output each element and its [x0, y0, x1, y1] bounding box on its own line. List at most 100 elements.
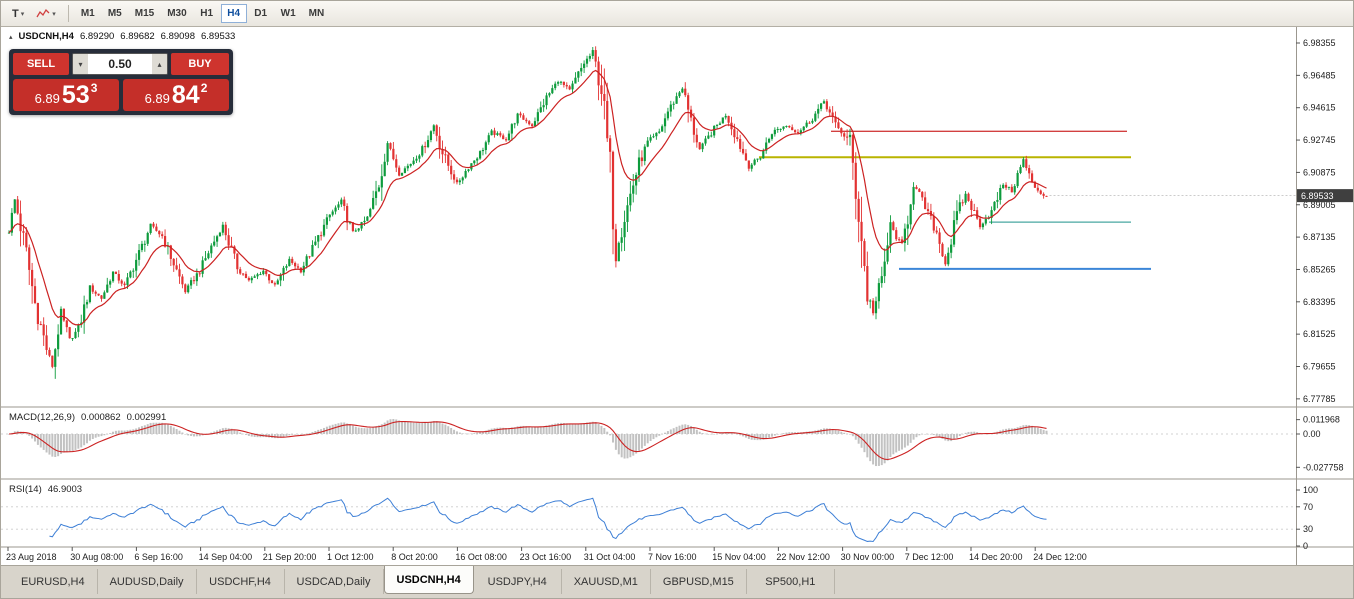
chart-tab-EURUSD-H4[interactable]: EURUSD,H4: [9, 569, 98, 594]
templates-button[interactable]: T ▾: [6, 4, 30, 24]
line-style-button[interactable]: ▾: [30, 4, 62, 24]
buy-price-point: 2: [200, 81, 208, 95]
svg-text:6.90875: 6.90875: [1303, 167, 1336, 177]
timeframe-MN[interactable]: MN: [303, 4, 331, 23]
price-chart-canvas[interactable]: 6.983556.964856.946156.927456.908756.890…: [1, 27, 1354, 567]
chevron-down-icon: ▾: [20, 10, 25, 18]
svg-text:6.89533: 6.89533: [1301, 191, 1334, 201]
sell-price-display[interactable]: 6.89 53 3: [13, 79, 119, 111]
svg-text:14 Dec 20:00: 14 Dec 20:00: [969, 552, 1023, 562]
rsi-indicator: 100 70 30 0: [1, 485, 1318, 551]
chart-tab-USDCNH-H4[interactable]: USDCNH,H4: [383, 566, 474, 594]
templates-icon: T: [12, 7, 19, 20]
ohlc-high: 6.89682: [120, 31, 155, 42]
sell-price-pips: 53: [61, 81, 90, 109]
svg-text:6.81525: 6.81525: [1303, 329, 1336, 339]
sell-button[interactable]: SELL: [13, 53, 69, 75]
buy-price-pips: 84: [171, 81, 200, 109]
timeframe-M15[interactable]: M15: [129, 4, 160, 23]
svg-text:6 Sep 16:00: 6 Sep 16:00: [134, 552, 183, 562]
chart-header: ▴ USDCNH,H4 6.89290 6.89682 6.89098 6.89…: [9, 31, 235, 42]
timeframe-M1[interactable]: M1: [75, 4, 101, 23]
macd-value: 0.000862: [81, 412, 121, 423]
ohlc-low: 6.89098: [160, 31, 195, 42]
timeframe-W1[interactable]: W1: [275, 4, 302, 23]
chart-tab-XAUUSD-M1[interactable]: XAUUSD,M1: [562, 569, 651, 594]
svg-text:0: 0: [1303, 541, 1308, 551]
timeframe-M30[interactable]: M30: [161, 4, 192, 23]
buy-price-display[interactable]: 6.89 84 2: [123, 79, 229, 111]
top-toolbar: T ▾ ▾ M1 M5 M15 M30 H1 H4 D1 W1 MN: [1, 1, 1353, 27]
svg-text:15 Nov 04:00: 15 Nov 04:00: [712, 552, 766, 562]
rsi-label: RSI(14) 46.9003: [9, 484, 83, 495]
svg-text:30 Nov 00:00: 30 Nov 00:00: [841, 552, 895, 562]
svg-text:6.83395: 6.83395: [1303, 297, 1336, 307]
macd-label: MACD(12,26,9) 0.000862 0.002991: [9, 412, 167, 423]
price-axis[interactable]: 6.98355 6.96485 6.94615 6.92745 6.90875 6.890…: [1296, 38, 1336, 404]
timeframe-H1[interactable]: H1: [194, 4, 220, 23]
timeframe-H4[interactable]: H4: [220, 4, 247, 23]
svg-text:16 Oct 08:00: 16 Oct 08:00: [455, 552, 507, 562]
toolbar-separator: [67, 5, 69, 22]
svg-text:6.98355: 6.98355: [1303, 38, 1336, 48]
chart-tab-USDCAD-Daily[interactable]: USDCAD,Daily: [285, 569, 384, 594]
svg-text:7 Dec 12:00: 7 Dec 12:00: [905, 552, 954, 562]
ohlc-close: 6.89533: [200, 31, 236, 42]
sell-price-point: 3: [90, 81, 98, 95]
svg-text:31 Oct 04:00: 31 Oct 04:00: [584, 552, 636, 562]
svg-text:0.00: 0.00: [1303, 429, 1321, 439]
timeframe-group: M1 M5 M15 M30 H1 H4 D1 W1 MN: [75, 4, 330, 23]
macd-indicator: 0.011968 0.00 -0.027758: [1, 415, 1344, 472]
svg-text:6.94615: 6.94615: [1303, 103, 1336, 113]
rsi-name: RSI(14): [9, 484, 42, 495]
svg-text:8 Oct 20:00: 8 Oct 20:00: [391, 552, 438, 562]
svg-text:30: 30: [1303, 524, 1313, 534]
date-axis[interactable]: 23 Aug 2018 30 Aug 08:00 6 Sep 16:00 14 Sep…: [6, 547, 1087, 562]
chart-tab-GBPUSD-M15[interactable]: GBPUSD,M15: [651, 569, 747, 594]
svg-text:100: 100: [1303, 485, 1318, 495]
svg-text:70: 70: [1303, 502, 1313, 512]
timeframe-D1[interactable]: D1: [248, 4, 274, 23]
current-price-tag: 6.89533: [1297, 189, 1353, 203]
svg-text:24 Dec 12:00: 24 Dec 12:00: [1033, 552, 1087, 562]
svg-text:1 Oct 12:00: 1 Oct 12:00: [327, 552, 374, 562]
ohlc-open: 6.89290: [79, 31, 115, 42]
svg-text:-0.027758: -0.027758: [1303, 462, 1344, 472]
chart-tab-USDJPY-H4[interactable]: USDJPY,H4: [474, 569, 562, 594]
svg-text:6.87135: 6.87135: [1303, 232, 1336, 242]
chart-tabs-bar: EURUSD,H4 AUDUSD,Daily USDCHF,H4 USDCAD,Dai…: [1, 565, 1353, 598]
buy-price-big: 6.89: [144, 91, 170, 107]
chart-area[interactable]: 6.98355 6.96485 6.94615 6.92745 6.90875 6.890…: [1, 27, 1354, 567]
svg-text:0.011968: 0.011968: [1303, 415, 1340, 425]
moving-average-line[interactable]: [8, 69, 1047, 326]
candles-layer: [7, 46, 1048, 379]
svg-text:22 Nov 12:00: 22 Nov 12:00: [776, 552, 830, 562]
svg-text:6.79655: 6.79655: [1303, 362, 1336, 372]
chart-tab-USDCHF-H4[interactable]: USDCHF,H4: [197, 569, 285, 594]
volume-stepper: ▾ ▴: [72, 53, 168, 75]
svg-text:6.85265: 6.85265: [1303, 264, 1336, 274]
chart-tab-AUDUSD-Daily[interactable]: AUDUSD,Daily: [98, 569, 197, 594]
svg-text:23 Oct 16:00: 23 Oct 16:00: [520, 552, 572, 562]
svg-text:6.89005: 6.89005: [1303, 200, 1336, 210]
svg-text:30 Aug 08:00: 30 Aug 08:00: [70, 552, 123, 562]
svg-text:14 Sep 04:00: 14 Sep 04:00: [199, 552, 253, 562]
svg-text:6.77785: 6.77785: [1303, 394, 1336, 404]
volume-input[interactable]: [88, 54, 152, 74]
collapse-chart-icon[interactable]: ▴: [9, 33, 13, 41]
svg-text:7 Nov 16:00: 7 Nov 16:00: [648, 552, 697, 562]
macd-signal-value: 0.002991: [126, 412, 167, 423]
volume-decrease-button[interactable]: ▾: [73, 54, 88, 74]
buy-button[interactable]: BUY: [171, 53, 229, 75]
svg-text:23 Aug 2018: 23 Aug 2018: [6, 552, 57, 562]
volume-increase-button[interactable]: ▴: [152, 54, 167, 74]
svg-text:6.96485: 6.96485: [1303, 70, 1336, 80]
timeframe-M5[interactable]: M5: [102, 4, 128, 23]
svg-text:6.92745: 6.92745: [1303, 135, 1336, 145]
svg-text:21 Sep 20:00: 21 Sep 20:00: [263, 552, 317, 562]
zigzag-icon: [36, 8, 50, 17]
chevron-down-icon: ▾: [52, 10, 56, 18]
chart-tab-SP500-H1[interactable]: SP500,H1: [747, 569, 835, 594]
